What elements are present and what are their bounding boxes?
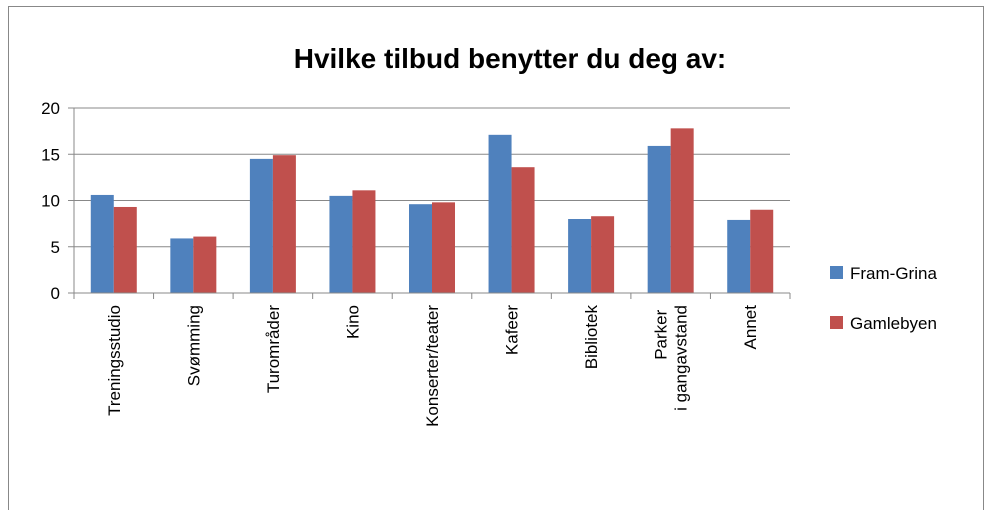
- x-tick-label: Parker i gangavstand: [652, 305, 691, 411]
- bar: [272, 155, 296, 293]
- legend-swatch: [830, 316, 843, 329]
- x-tick-label: Svømming: [184, 305, 203, 386]
- bar: [193, 236, 217, 293]
- legend-label: Gamlebyen: [850, 314, 937, 333]
- bar: [409, 204, 432, 293]
- bar: [488, 134, 512, 293]
- bar: [511, 167, 535, 293]
- x-tick-label: Turområder: [264, 305, 283, 394]
- bar: [591, 216, 615, 293]
- bar: [249, 158, 273, 293]
- bar: [750, 209, 774, 293]
- x-tick-label: Konserter/teater: [423, 305, 442, 427]
- x-tick-label: Annet: [741, 305, 760, 350]
- bar: [170, 238, 194, 293]
- x-tick-label: Kino: [343, 305, 362, 339]
- bar: [670, 128, 694, 293]
- y-tick-label: 0: [51, 284, 60, 303]
- bar: [329, 195, 353, 293]
- chart-title: Hvilke tilbud benytter du deg av:: [294, 43, 727, 74]
- legend-swatch: [830, 266, 843, 279]
- bar: [352, 190, 376, 293]
- x-tick-label: Bibliotek: [582, 305, 601, 370]
- x-tick-label: Treningsstudio: [105, 305, 124, 416]
- x-tick-label: Kafeer: [503, 305, 522, 355]
- bar: [113, 206, 137, 293]
- y-tick-label: 10: [41, 192, 60, 211]
- bar: [647, 145, 671, 293]
- legend-label: Fram-Grina: [850, 264, 937, 283]
- y-tick-label: 15: [41, 145, 60, 164]
- bar: [432, 202, 455, 293]
- y-tick-label: 20: [41, 99, 60, 118]
- bar: [568, 219, 592, 293]
- bar: [90, 194, 114, 293]
- y-tick-label: 5: [51, 238, 60, 257]
- bar: [727, 219, 751, 293]
